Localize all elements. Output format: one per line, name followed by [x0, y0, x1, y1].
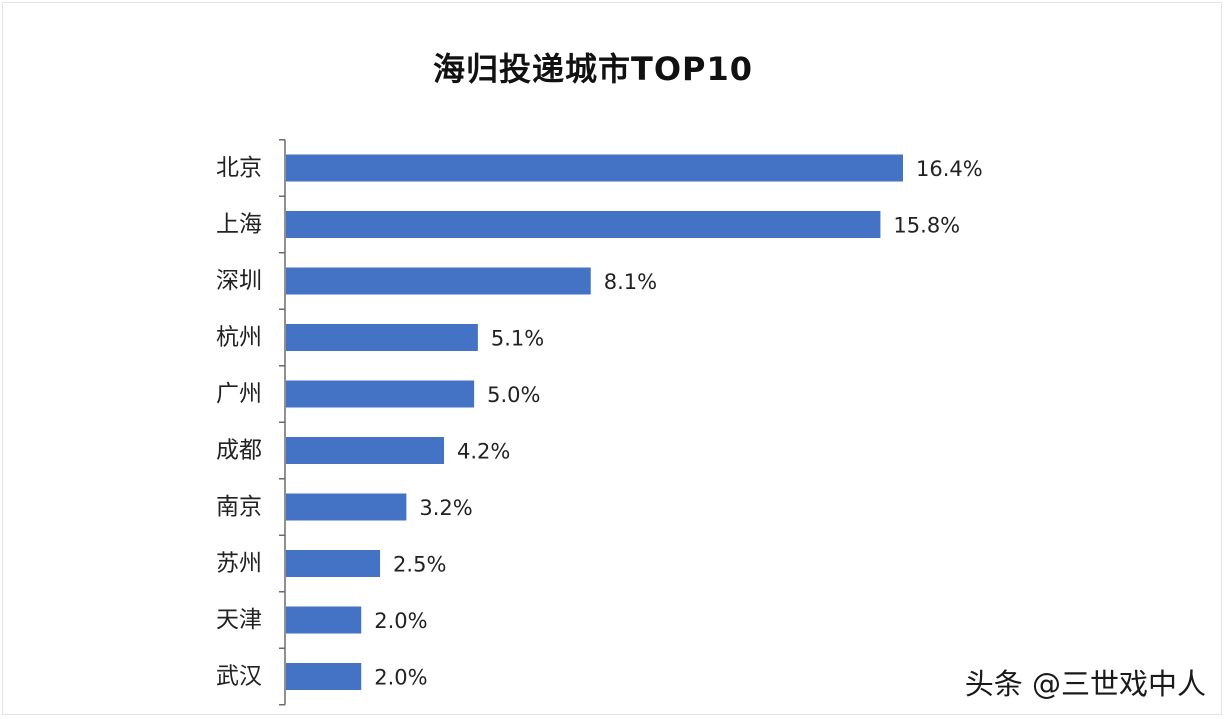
bars-group	[286, 154, 903, 690]
bar-2	[286, 211, 881, 238]
value-label: 5.0%	[487, 383, 540, 407]
value-label: 2.0%	[374, 666, 427, 690]
watermark: 头条 @三世戏中人	[964, 667, 1206, 701]
bar-4	[286, 324, 478, 351]
value-label: 4.2%	[457, 440, 510, 464]
bar-8	[286, 550, 381, 577]
bar-6	[286, 437, 445, 464]
value-label: 16.4%	[916, 157, 983, 181]
value-labels: 16.4% 15.8% 8.1% 5.1% 5.0% 4.2% 3.2% 2.5% 2.0% 2.…	[374, 157, 982, 690]
category-label: 广州	[216, 381, 262, 407]
bar-1	[286, 154, 903, 182]
bar-7	[286, 493, 407, 521]
value-label: 5.1%	[491, 327, 544, 351]
chart-title: 海归投递城市TOP10	[432, 50, 754, 88]
value-label: 8.1%	[604, 270, 657, 294]
bar-9	[286, 606, 362, 634]
category-label: 上海	[216, 212, 262, 238]
value-label: 3.2%	[419, 496, 472, 520]
bar-5	[286, 380, 475, 408]
category-label: 北京	[216, 155, 262, 181]
bar-3	[286, 267, 591, 295]
value-label: 15.8%	[893, 214, 960, 238]
value-label: 2.0%	[374, 609, 427, 633]
category-label: 杭州	[216, 325, 262, 351]
y-axis-ticks	[279, 139, 285, 706]
bar-10	[286, 663, 362, 690]
category-label: 武汉	[216, 664, 262, 690]
category-label: 南京	[216, 494, 262, 520]
category-label: 成都	[216, 438, 262, 464]
category-label: 深圳	[216, 268, 262, 294]
value-label: 2.5%	[393, 553, 446, 577]
category-label: 苏州	[216, 551, 262, 577]
category-label: 天津	[216, 607, 262, 633]
